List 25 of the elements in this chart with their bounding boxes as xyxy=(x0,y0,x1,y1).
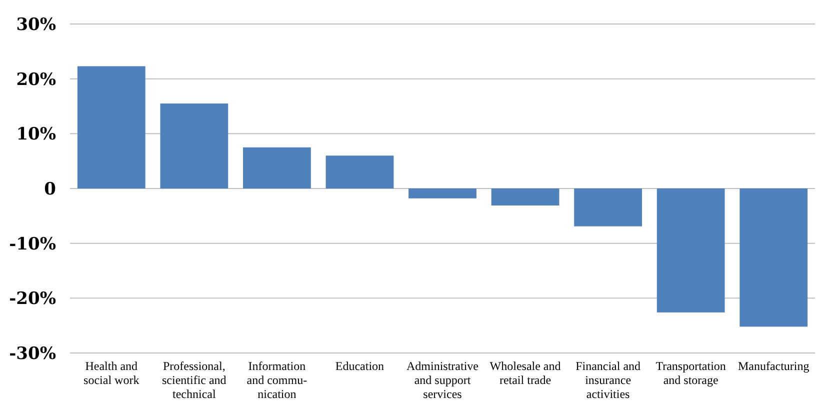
x-tick-label: Financial and insurance activities xyxy=(576,359,641,401)
x-tick-label: Manufacturing xyxy=(738,359,810,373)
bar xyxy=(491,188,560,206)
x-tick-label: Transportation and storage xyxy=(656,359,726,387)
x-tick-label: Information and commu- nication xyxy=(246,359,308,401)
y-tick-label: -10% xyxy=(9,234,56,254)
bar xyxy=(408,188,476,198)
bar xyxy=(243,147,311,188)
x-tick-label: Wholesale and retail trade xyxy=(490,359,561,387)
bar xyxy=(326,156,394,188)
bar xyxy=(77,66,146,188)
y-tick-label: 0 xyxy=(44,179,56,200)
x-tick-label: Professional, scientific and technical xyxy=(162,359,226,401)
bar xyxy=(574,188,642,226)
bar xyxy=(740,188,808,327)
y-tick-label: -20% xyxy=(9,289,56,310)
y-tick-label: 20% xyxy=(16,70,56,90)
x-tick-label: Health and social work xyxy=(84,359,140,387)
bar xyxy=(656,188,725,312)
bar xyxy=(160,104,228,188)
y-tick-label: 30% xyxy=(16,14,56,35)
x-tick-label: Education xyxy=(335,359,384,373)
y-tick-label: 10% xyxy=(16,124,56,145)
y-tick-label: -30% xyxy=(9,344,56,364)
x-tick-label: Administrative and support services xyxy=(406,359,478,401)
